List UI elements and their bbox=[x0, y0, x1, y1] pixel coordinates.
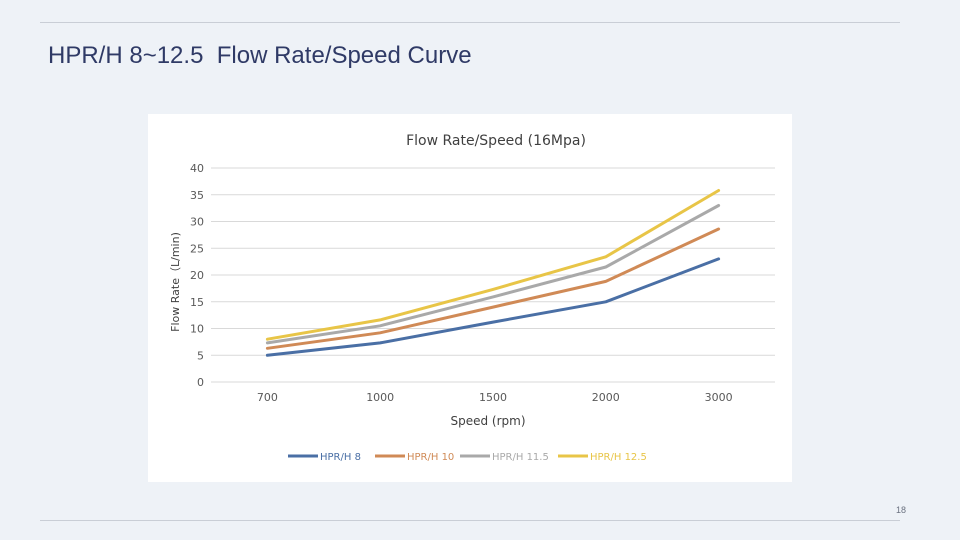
legend-label: HPR/H 10 bbox=[407, 452, 454, 463]
y-tick-label: 35 bbox=[190, 189, 204, 202]
y-axis-label: Flow Rate（L/min) bbox=[169, 232, 182, 332]
y-tick-label: 40 bbox=[190, 162, 204, 175]
chart-series bbox=[265, 189, 721, 357]
flow-rate-speed-chart: Flow Rate/Speed (16Mpa) 0 5 10 15 20 25 30 35 40… bbox=[169, 133, 775, 463]
y-tick-label: 30 bbox=[190, 216, 204, 229]
chart-legend: HPR/H 8 HPR/H 10 HPR/H 11.5 HPR/H 12.5 bbox=[288, 452, 647, 463]
bottom-divider bbox=[40, 520, 900, 521]
series-line bbox=[265, 189, 721, 341]
y-tick-label: 20 bbox=[190, 269, 204, 282]
y-tick-label: 15 bbox=[190, 296, 204, 309]
x-tick-label: 1000 bbox=[366, 391, 394, 404]
y-axis-ticks: 0 5 10 15 20 25 30 35 40 bbox=[190, 162, 204, 389]
legend-label: HPR/H 11.5 bbox=[492, 452, 549, 463]
chart-title: Flow Rate/Speed (16Mpa) bbox=[406, 133, 586, 149]
x-tick-label: 3000 bbox=[705, 391, 733, 404]
x-axis-label: Speed (rpm) bbox=[450, 414, 525, 428]
x-tick-label: 2000 bbox=[592, 391, 620, 404]
chart-panel: Flow Rate/Speed (16Mpa) 0 5 10 15 20 25 30 35 40… bbox=[148, 114, 792, 482]
slide-title: HPR/H 8~12.5 Flow Rate/Speed Curve bbox=[48, 42, 472, 69]
series-line bbox=[265, 204, 721, 345]
page-number: 18 bbox=[896, 505, 907, 515]
legend-label: HPR/H 12.5 bbox=[590, 452, 647, 463]
chart-grid bbox=[211, 167, 775, 383]
y-tick-label: 5 bbox=[197, 349, 204, 362]
legend-label: HPR/H 8 bbox=[320, 452, 361, 463]
top-divider bbox=[40, 22, 900, 23]
y-tick-label: 25 bbox=[190, 242, 204, 255]
series-line bbox=[265, 257, 721, 357]
series-line bbox=[265, 227, 721, 350]
x-tick-label: 700 bbox=[257, 391, 278, 404]
x-tick-label: 1500 bbox=[479, 391, 507, 404]
x-axis-ticks: 700 1000 1500 2000 3000 bbox=[257, 391, 733, 404]
y-tick-label: 10 bbox=[190, 323, 204, 336]
y-tick-label: 0 bbox=[197, 376, 204, 389]
